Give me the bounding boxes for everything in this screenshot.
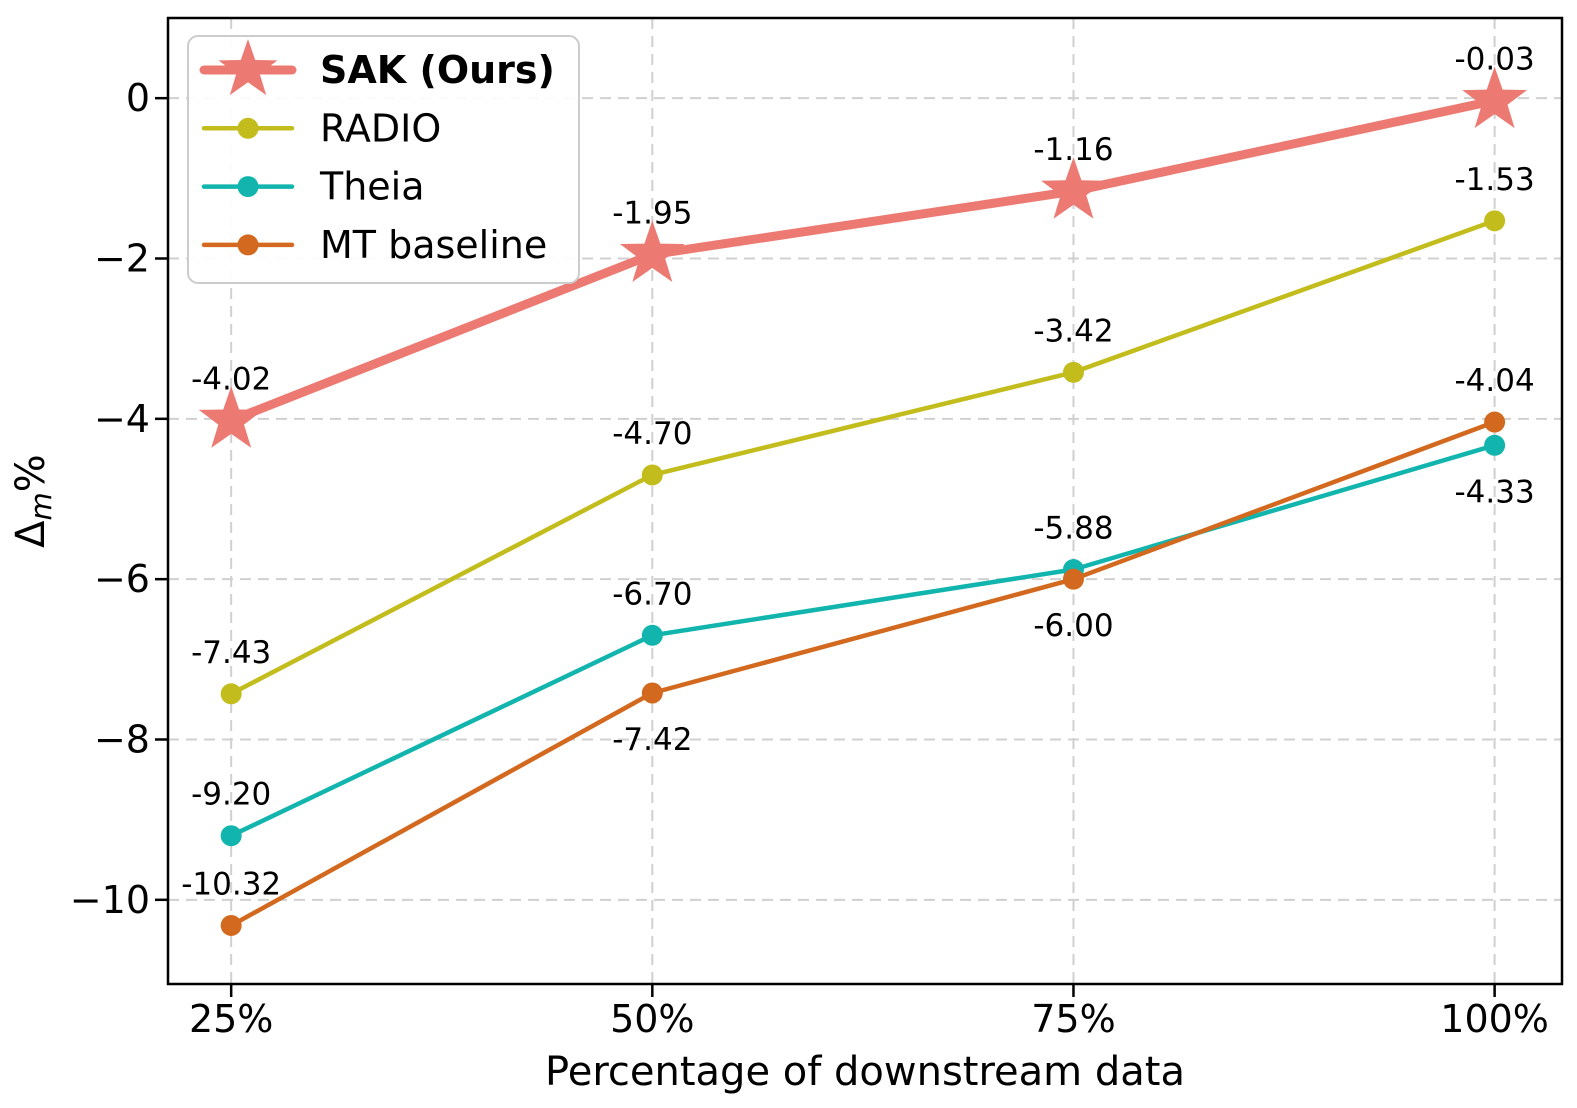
circle-marker	[1484, 210, 1506, 232]
circle-marker	[1484, 411, 1506, 433]
legend-item-radio: RADIO	[201, 106, 441, 150]
point-value-label: -1.16	[1033, 132, 1113, 168]
legend-item-sak-ours: SAK (Ours)	[199, 39, 555, 96]
series-line-sak-ours	[226, 96, 1500, 425]
point-value-label: -4.04	[1455, 363, 1535, 399]
point-value-label: -10.32	[181, 866, 281, 902]
series-theia: -9.20 -6.70 -5.88 -4.33	[191, 434, 1535, 847]
series-line-mt-baseline	[228, 419, 1497, 928]
x-tick-label: 100%	[1440, 997, 1549, 1041]
point-value-label: -5.88	[1033, 511, 1113, 547]
circle-marker	[641, 624, 663, 646]
data-series: -7.43 -4.70 -3.42 -1.53 -9.20 -6.70 -5.88 -4.33…	[181, 42, 1535, 936]
series-line-theia	[228, 443, 1497, 838]
gridlines	[168, 18, 1562, 984]
series-radio: -7.43 -4.70 -3.42 -1.53	[191, 162, 1535, 705]
y-tick-label: −10	[70, 878, 150, 922]
legend-label-radio: RADIO	[320, 106, 441, 150]
point-value-label: -4.02	[191, 361, 271, 397]
point-value-label: -7.43	[191, 635, 271, 671]
legend-label-theia: Theia	[319, 165, 425, 209]
legend-star-marker	[218, 39, 278, 96]
series-sak-ours: -4.02 -1.95 -1.16 -0.03	[191, 42, 1535, 448]
legend: SAK (Ours) RADIO Theia MT baseline	[187, 35, 580, 284]
point-value-label: -6.00	[1033, 608, 1113, 644]
y-tick-label: −8	[94, 717, 150, 761]
legend-item-theia: Theia	[201, 165, 425, 209]
y-axis-label: Δm%	[8, 454, 58, 548]
star-marker	[620, 220, 685, 282]
point-value-label: -3.42	[1033, 313, 1113, 349]
point-value-label: -1.95	[612, 195, 692, 231]
y-axis-label-delta: Δ	[8, 520, 54, 548]
x-axis-label: Percentage of downstream data	[545, 1049, 1185, 1095]
legend-circle-marker	[237, 234, 259, 256]
point-value-label: -7.42	[612, 722, 692, 758]
x-tick-label: 25%	[189, 997, 273, 1041]
circle-marker	[1062, 361, 1084, 383]
circle-marker	[641, 682, 663, 704]
legend-circle-marker	[237, 117, 259, 139]
circle-marker	[1484, 434, 1506, 456]
circle-marker	[220, 914, 242, 936]
legend-label-mt-baseline: MT baseline	[320, 223, 547, 267]
circle-marker	[641, 464, 663, 486]
plot-border	[166, 16, 1564, 986]
point-value-label: -4.33	[1455, 474, 1535, 510]
x-tick-label: 50%	[610, 997, 694, 1041]
star-marker	[198, 386, 264, 448]
star-marker	[1462, 66, 1527, 129]
point-value-label: -6.70	[612, 576, 692, 612]
legend-box	[187, 35, 580, 284]
y-axis-label-subscript: m	[24, 492, 58, 520]
point-value-label: -9.20	[191, 777, 271, 813]
series-mt-baseline: -10.32 -7.42 -6.00 -4.04	[181, 363, 1535, 936]
y-tick-label: −6	[94, 557, 150, 601]
x-tick-label: 75%	[1031, 997, 1115, 1041]
axis-ticks: 25% 50% 75% 100% 0 −2 −4 −6 −8 −10	[70, 76, 1549, 1041]
legend-circle-marker	[237, 176, 259, 198]
point-value-label: -4.70	[612, 416, 692, 452]
legend-item-mt-baseline: MT baseline	[201, 223, 547, 267]
y-tick-label: 0	[126, 76, 150, 120]
point-value-label: -1.53	[1455, 162, 1535, 198]
y-tick-label: −4	[94, 397, 150, 441]
star-marker	[1041, 157, 1106, 219]
y-axis-label-percent: %	[8, 454, 54, 492]
circle-marker	[220, 683, 242, 705]
circle-marker	[220, 825, 242, 847]
y-tick-label: −2	[94, 236, 150, 280]
legend-label-sak-ours: SAK (Ours)	[320, 48, 555, 92]
point-value-label: -0.03	[1455, 42, 1535, 78]
series-line-radio	[228, 218, 1497, 697]
circle-marker	[1062, 568, 1084, 590]
